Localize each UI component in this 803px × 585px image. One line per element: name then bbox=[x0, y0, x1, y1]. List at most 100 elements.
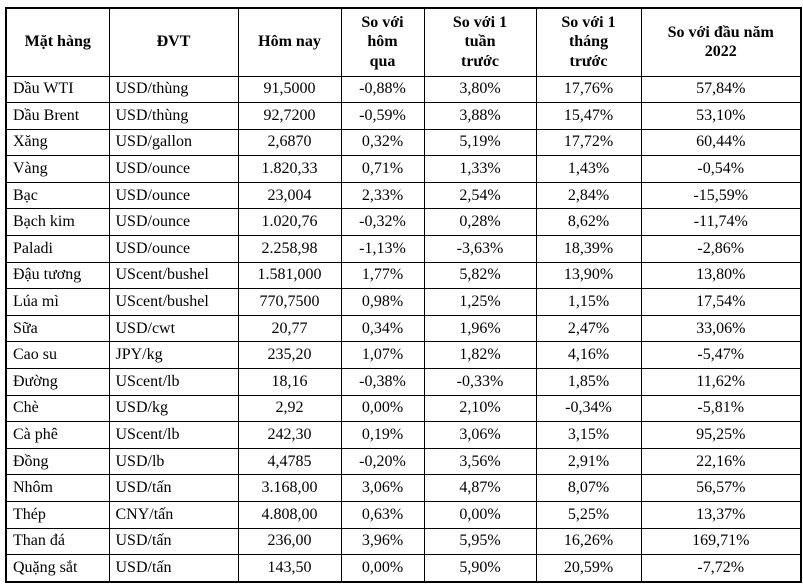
value-cell: 4.808,00 bbox=[237, 501, 342, 529]
commodity-name-cell: Quặng sắt bbox=[5, 554, 110, 583]
value-cell: -5,81% bbox=[640, 394, 802, 423]
value-cell: 17,72% bbox=[535, 128, 642, 157]
unit-cell: USD/ounce bbox=[108, 181, 239, 210]
commodity-name-cell: Đồng bbox=[5, 447, 110, 476]
commodity-name-cell: Thép bbox=[5, 501, 110, 529]
value-cell: 3,06% bbox=[423, 421, 537, 449]
unit-cell: USD/thùng bbox=[108, 102, 239, 130]
value-cell: 3,88% bbox=[423, 102, 537, 130]
value-cell: 2,10% bbox=[423, 394, 537, 423]
table-row: Nhôm USD/tấn 3.168,00 3,06% 4,87% 8,07% 56,57% bbox=[5, 474, 802, 502]
value-cell: 95,25% bbox=[640, 421, 802, 449]
unit-cell: USD/lb bbox=[108, 447, 239, 476]
value-cell: 3,15% bbox=[535, 421, 642, 449]
value-cell: 0,00% bbox=[340, 394, 425, 423]
table-row: Bạc USD/ounce 23,004 2,33% 2,54% 2,84% -15,59% bbox=[5, 181, 802, 210]
column-header-dvt: ĐVT bbox=[108, 7, 239, 77]
commodity-name-cell: Cao su bbox=[5, 341, 110, 370]
commodity-name-cell: Dầu Brent bbox=[5, 102, 110, 130]
value-cell: -7,72% bbox=[640, 554, 802, 583]
value-cell: 23,004 bbox=[237, 181, 342, 210]
value-cell: 1,82% bbox=[423, 341, 537, 370]
value-cell: 1.581,000 bbox=[237, 261, 342, 290]
value-cell: 770,7500 bbox=[237, 288, 342, 316]
value-cell: -0,59% bbox=[340, 102, 425, 130]
value-cell: 17,54% bbox=[640, 288, 802, 316]
value-cell: -0,88% bbox=[340, 75, 425, 104]
value-cell: 57,84% bbox=[640, 75, 802, 104]
value-cell: 2,91% bbox=[535, 447, 642, 476]
column-header-so-voi-1-tuan-truoc: So với 1 tuần trước bbox=[423, 7, 537, 77]
table-row: Dầu Brent USD/thùng 92,7200 -0,59% 3,88% 15,4… bbox=[5, 102, 802, 130]
value-cell: 18,39% bbox=[535, 235, 642, 263]
value-cell: 13,80% bbox=[640, 261, 802, 290]
value-cell: 60,44% bbox=[640, 128, 802, 157]
value-cell: 5,95% bbox=[423, 527, 537, 556]
unit-cell: CNY/tấn bbox=[108, 501, 239, 529]
commodity-name-cell: Bạc bbox=[5, 181, 110, 210]
table-row: Xăng USD/gallon 2,6870 0,32% 5,19% 17,72% 60,4… bbox=[5, 128, 802, 157]
value-cell: -0,32% bbox=[340, 208, 425, 237]
column-header-so-voi-dau-nam-2022: So với đầu năm 2022 bbox=[640, 7, 802, 77]
value-cell: 0,00% bbox=[340, 554, 425, 583]
table-row: Chè USD/kg 2,92 0,00% 2,10% -0,34% -5,81% bbox=[5, 394, 802, 423]
value-cell: 17,76% bbox=[535, 75, 642, 104]
column-header-hom-nay: Hôm nay bbox=[237, 7, 342, 77]
value-cell: 1,85% bbox=[535, 368, 642, 396]
value-cell: 2,84% bbox=[535, 181, 642, 210]
value-cell: 4,87% bbox=[423, 474, 537, 502]
unit-cell: USD/gallon bbox=[108, 128, 239, 157]
value-cell: 242,30 bbox=[237, 421, 342, 449]
unit-cell: USD/ounce bbox=[108, 235, 239, 263]
value-cell: 2,6870 bbox=[237, 128, 342, 157]
table-row: Sữa USD/cwt 20,77 0,34% 1,96% 2,47% 33,06% bbox=[5, 314, 802, 343]
value-cell: -15,59% bbox=[640, 181, 802, 210]
value-cell: -2,86% bbox=[640, 235, 802, 263]
table-row: Thép CNY/tấn 4.808,00 0,63% 0,00% 5,25% 13,37% bbox=[5, 501, 802, 529]
unit-cell: USD/ounce bbox=[108, 155, 239, 183]
value-cell: 3,80% bbox=[423, 75, 537, 104]
value-cell: -0,38% bbox=[340, 368, 425, 396]
value-cell: 0,98% bbox=[340, 288, 425, 316]
value-cell: 2,33% bbox=[340, 181, 425, 210]
value-cell: 8,07% bbox=[535, 474, 642, 502]
value-cell: 91,5000 bbox=[237, 75, 342, 104]
value-cell: 5,82% bbox=[423, 261, 537, 290]
value-cell: 0,19% bbox=[340, 421, 425, 449]
unit-cell: USD/thùng bbox=[108, 75, 239, 104]
commodity-name-cell: Dầu WTI bbox=[5, 75, 110, 104]
value-cell: 4,4785 bbox=[237, 447, 342, 476]
value-cell: 143,50 bbox=[237, 554, 342, 583]
value-cell: -11,74% bbox=[640, 208, 802, 237]
value-cell: 169,71% bbox=[640, 527, 802, 556]
value-cell: 3.168,00 bbox=[237, 474, 342, 502]
value-cell: 92,7200 bbox=[237, 102, 342, 130]
table-row: Đường UScent/lb 18,16 -0,38% -0,33% 1,85% 11,6… bbox=[5, 368, 802, 396]
commodity-name-cell: Bạch kim bbox=[5, 208, 110, 237]
value-cell: 0,71% bbox=[340, 155, 425, 183]
value-cell: 15,47% bbox=[535, 102, 642, 130]
table-row: Lúa mì UScent/bushel 770,7500 0,98% 1,25% 1,1… bbox=[5, 288, 802, 316]
value-cell: 13,90% bbox=[535, 261, 642, 290]
table-row: Paladi USD/ounce 2.258,98 -1,13% -3,63% 18,39… bbox=[5, 235, 802, 263]
value-cell: 1,07% bbox=[340, 341, 425, 370]
column-header-so-voi-1-thang-truoc: So với 1 tháng trước bbox=[535, 7, 642, 77]
value-cell: 13,37% bbox=[640, 501, 802, 529]
value-cell: 4,16% bbox=[535, 341, 642, 370]
value-cell: 20,59% bbox=[535, 554, 642, 583]
value-cell: -1,13% bbox=[340, 235, 425, 263]
table-row: Cà phê UScent/lb 242,30 0,19% 3,06% 3,15% 95,2… bbox=[5, 421, 802, 449]
unit-cell: USD/tấn bbox=[108, 527, 239, 556]
table-row: Đậu tương UScent/bushel 1.581,000 1,77% 5,82… bbox=[5, 261, 802, 290]
value-cell: 0,28% bbox=[423, 208, 537, 237]
commodity-name-cell: Than đá bbox=[5, 527, 110, 556]
value-cell: 0,63% bbox=[340, 501, 425, 529]
value-cell: -5,47% bbox=[640, 341, 802, 370]
value-cell: 20,77 bbox=[237, 314, 342, 343]
value-cell: 236,00 bbox=[237, 527, 342, 556]
unit-cell: UScent/lb bbox=[108, 421, 239, 449]
value-cell: 2,54% bbox=[423, 181, 537, 210]
commodity-name-cell: Đường bbox=[5, 368, 110, 396]
unit-cell: JPY/kg bbox=[108, 341, 239, 370]
